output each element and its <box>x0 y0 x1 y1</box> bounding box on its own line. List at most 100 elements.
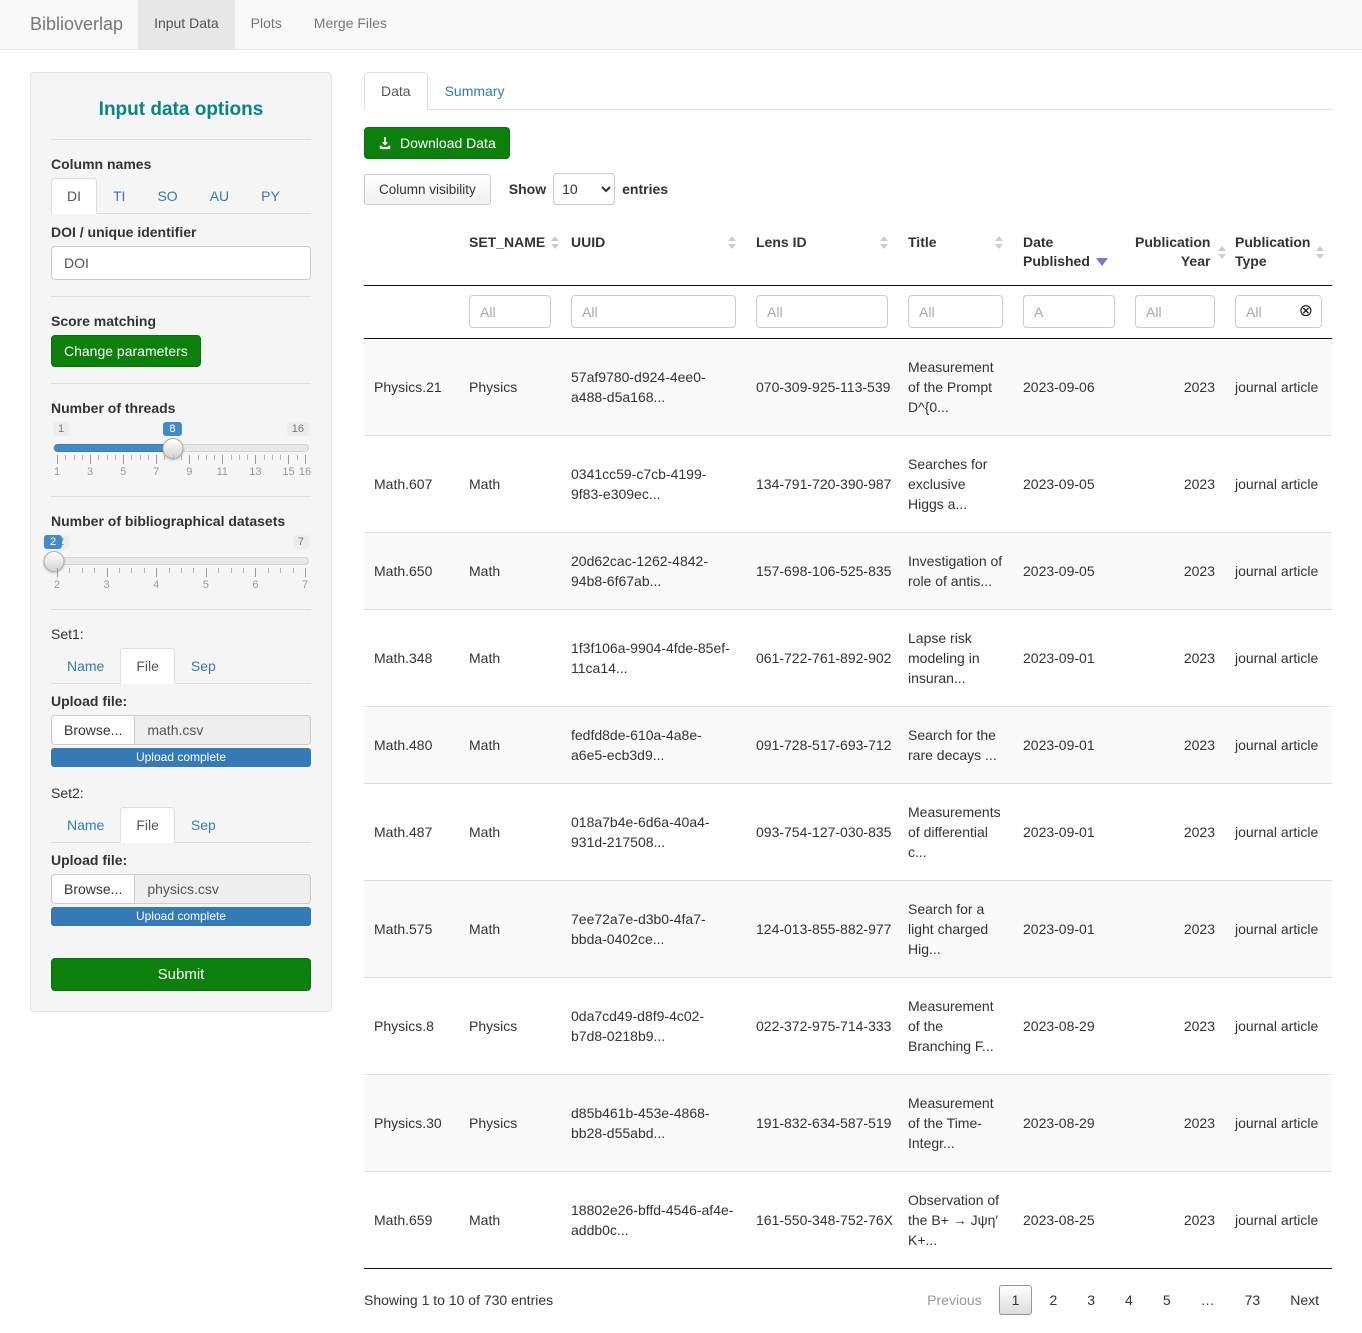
tick-mark <box>107 568 108 577</box>
main-tab-summary[interactable]: Summary <box>428 72 522 110</box>
navbar-tab-merge-files[interactable]: Merge Files <box>298 0 403 49</box>
table-row[interactable]: Math.659Math18802e26-bffd-4546-af4e-addb… <box>364 1172 1332 1269</box>
colname-tab-py[interactable]: PY <box>245 178 296 214</box>
sort-icon <box>874 236 888 249</box>
column-filter-input[interactable] <box>1135 295 1215 328</box>
column-header-publication-year[interactable]: Publication Year <box>1125 219 1225 286</box>
navbar-tab-input-data[interactable]: Input Data <box>138 0 235 49</box>
cell-uuid: 1f3f106a-9904-4fde-85ef-11ca14... <box>561 610 746 707</box>
column-header-set-name[interactable]: SET_NAME <box>459 219 561 286</box>
cell-type: journal article <box>1225 707 1332 784</box>
slider-track[interactable] <box>53 444 309 452</box>
cell-lens-id: 161-550-348-752-76X <box>746 1172 898 1269</box>
tick-mark <box>181 455 182 460</box>
pagination-page-4[interactable]: 4 <box>1112 1285 1146 1315</box>
cell-set-name: Physics <box>459 978 561 1075</box>
cell-title: Observation of the B+ → Jψη′ K+... <box>898 1172 1013 1269</box>
page-length-select[interactable]: 10 <box>553 173 615 205</box>
change-parameters-button[interactable]: Change parameters <box>51 335 201 367</box>
column-header-date-published[interactable]: Date Published <box>1013 219 1125 286</box>
column-header-lens-id[interactable]: Lens ID <box>746 219 898 286</box>
cell-date-published: 2023-09-01 <box>1013 784 1125 881</box>
table-filter-row: ⊗ <box>364 286 1332 339</box>
navbar-tab-plots[interactable]: Plots <box>235 0 298 49</box>
tick-mark <box>144 568 145 573</box>
column-names-tabs: DITISOAUPY <box>51 178 311 214</box>
range-slider[interactable]: 11681357911131516 <box>53 422 309 480</box>
table-row[interactable]: Math.480Mathfedfd8de-610a-4a8e-a6e5-ecb3… <box>364 707 1332 784</box>
column-filter-input[interactable] <box>469 295 551 328</box>
browse-button[interactable]: Browse... <box>51 874 135 904</box>
tick-mark <box>173 455 174 460</box>
pagination-page-3[interactable]: 3 <box>1074 1285 1108 1315</box>
pagination-previous[interactable]: Previous <box>914 1285 994 1315</box>
set1-tab-sep[interactable]: Sep <box>175 648 232 684</box>
cell-set-name: Physics <box>459 339 561 436</box>
column-header-title[interactable]: Title <box>898 219 1013 286</box>
cell-year: 2023 <box>1125 881 1225 978</box>
colname-tab-so[interactable]: SO <box>141 178 193 214</box>
set2-tab-sep[interactable]: Sep <box>175 807 232 843</box>
cell-title: Measurement of the Branching F... <box>898 978 1013 1075</box>
tick-mark <box>169 568 170 573</box>
slider-track[interactable] <box>53 557 309 565</box>
tick-mark <box>305 568 306 577</box>
browse-button[interactable]: Browse... <box>51 715 135 745</box>
slider-value-badge: 8 <box>163 422 181 436</box>
table-row[interactable]: Math.650Math20d62cac-1262-4842-94b8-6f67… <box>364 533 1332 610</box>
colname-tab-di[interactable]: DI <box>51 178 97 214</box>
table-row[interactable]: Math.487Math018a7b4e-6d6a-40a4-931d-2175… <box>364 784 1332 881</box>
pagination-page-1[interactable]: 1 <box>999 1285 1033 1315</box>
table-row[interactable]: Math.607Math0341cc59-c7cb-4199-9f83-e309… <box>364 436 1332 533</box>
column-filter-input[interactable] <box>571 295 736 328</box>
cell-name: Math.607 <box>364 436 459 533</box>
clear-filter-icon[interactable]: ⊗ <box>1299 302 1313 320</box>
pagination-next[interactable]: Next <box>1277 1285 1332 1315</box>
tick-mark <box>98 455 99 460</box>
cell-uuid: 7ee72a7e-d3b0-4fa7-bbda-0402ce... <box>561 881 746 978</box>
download-data-button[interactable]: Download Data <box>364 127 510 159</box>
cell-title: Measurement of the Time-Integr... <box>898 1075 1013 1172</box>
set1-tab-name[interactable]: Name <box>51 648 120 684</box>
column-filter-input[interactable] <box>756 295 888 328</box>
table-header-row: SET_NAMEUUIDLens IDTitleDate PublishedPu… <box>364 219 1332 286</box>
pagination-page-73[interactable]: 73 <box>1232 1285 1274 1315</box>
set2-tab-name[interactable]: Name <box>51 807 120 843</box>
tick-mark <box>243 568 244 573</box>
cell-type: journal article <box>1225 533 1332 610</box>
table-row[interactable]: Math.575Math7ee72a7e-d3b0-4fa7-bbda-0402… <box>364 881 1332 978</box>
filter-cell: ⊗ <box>1225 286 1332 339</box>
set2-tab-file[interactable]: File <box>120 807 175 843</box>
tick-label: 13 <box>249 466 261 478</box>
column-header-uuid[interactable]: UUID <box>561 219 746 286</box>
table-row[interactable]: Physics.8Physics0da7cd49-d8f9-4c02-b7d8-… <box>364 978 1332 1075</box>
tick-mark <box>206 568 207 577</box>
tick-mark <box>288 455 289 464</box>
column-filter-input[interactable] <box>908 295 1003 328</box>
tick-mark <box>156 568 157 577</box>
cell-date-published: 2023-09-05 <box>1013 436 1125 533</box>
table-row[interactable]: Physics.30Physicsd85b461b-453e-4868-bb28… <box>364 1075 1332 1172</box>
file-input-group: Browse...physics.csv <box>51 874 311 904</box>
table-row[interactable]: Physics.21Physics57af9780-d924-4ee0-a488… <box>364 339 1332 436</box>
pagination-page-5[interactable]: 5 <box>1150 1285 1184 1315</box>
colname-tab-ti[interactable]: TI <box>97 178 141 214</box>
table-row[interactable]: Math.348Math1f3f106a-9904-4fde-85ef-11ca… <box>364 610 1332 707</box>
column-filter-input[interactable] <box>1023 295 1115 328</box>
pagination-page-2[interactable]: 2 <box>1036 1285 1070 1315</box>
column-visibility-button[interactable]: Column visibility <box>364 174 491 205</box>
cell-uuid: 0341cc59-c7cb-4199-9f83-e309ec... <box>561 436 746 533</box>
filter-cell <box>364 286 459 339</box>
cell-title: Measurement of the Prompt D^{0... <box>898 339 1013 436</box>
colname-tab-au[interactable]: AU <box>194 178 245 214</box>
main-tab-data[interactable]: Data <box>364 72 428 110</box>
tick-mark <box>218 568 219 573</box>
cell-year: 2023 <box>1125 610 1225 707</box>
submit-button[interactable]: Submit <box>51 958 311 991</box>
column-header-publication-type[interactable]: Publication Type <box>1225 219 1332 286</box>
set1-tab-file[interactable]: File <box>120 648 175 684</box>
doi-input[interactable] <box>51 246 311 280</box>
range-slider[interactable]: 272234567 <box>53 535 309 593</box>
cell-lens-id: 093-754-127-030-835 <box>746 784 898 881</box>
cell-name: Math.659 <box>364 1172 459 1269</box>
